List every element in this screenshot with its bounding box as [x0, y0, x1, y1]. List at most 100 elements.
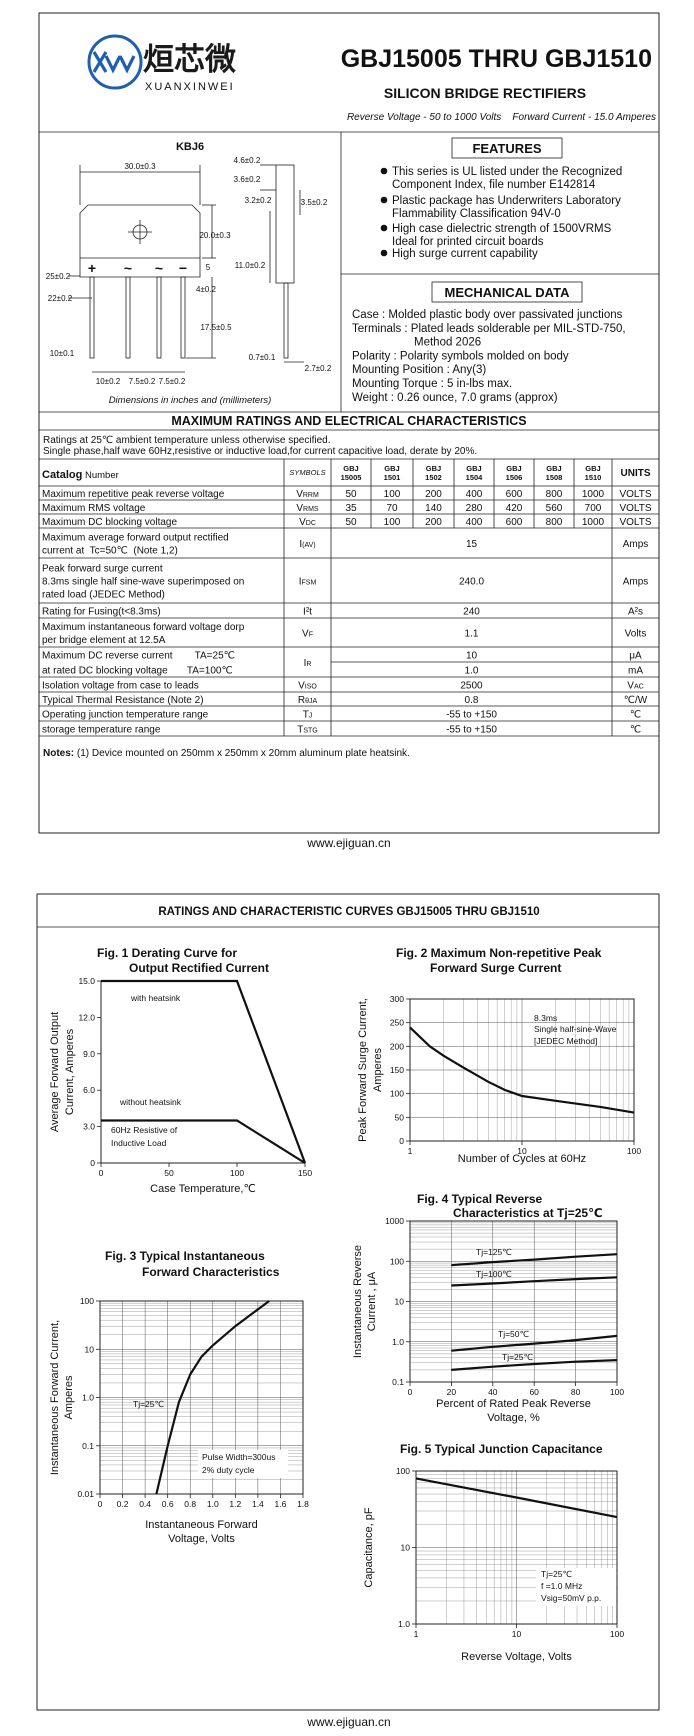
y-tick-label: 150 — [390, 1065, 404, 1075]
y-tick-label: 9.0 — [83, 1049, 95, 1059]
y-tick-label: 10 — [85, 1344, 95, 1354]
curve — [451, 1359, 618, 1371]
row-label: Typical Thermal Resistance (Note 2) — [42, 695, 204, 706]
dimension-label: 7.5±0.2 — [129, 377, 156, 386]
symbol-sub: RRM — [303, 492, 319, 499]
part-number: 1506 — [506, 473, 523, 482]
mechanical-text: Mounting Torque : 5 in-lbs max. — [352, 378, 512, 390]
row-label: current at Tc=50℃ (Note 1,2) — [42, 546, 178, 557]
y-tick-label: 0 — [399, 1136, 404, 1146]
unit: mA — [628, 666, 643, 677]
part-number: GBJ — [466, 464, 481, 473]
symbol: I²t — [303, 607, 312, 618]
annotation: Tj=25℃ — [541, 1569, 572, 1579]
x-tick-label: 0 — [98, 1499, 103, 1509]
row-label: 8.3ms single half sine-wave superimposed… — [42, 577, 244, 588]
brand-name: 烜芯微 — [143, 42, 236, 77]
x-tick-label: 60 — [529, 1387, 539, 1397]
cell-value: 400 — [466, 489, 483, 500]
part-number: 1508 — [546, 473, 563, 482]
x-tick-label: 1.4 — [252, 1499, 264, 1509]
notes-text: (1) Device mounted on 250mm x 250mm x 20… — [74, 748, 410, 759]
symbol: VRRM — [296, 489, 319, 500]
symbol-main: V — [298, 681, 305, 692]
x-tick-label: 20 — [447, 1387, 457, 1397]
symbol: VRMS — [296, 503, 319, 514]
unit-main: ℃ — [630, 710, 641, 721]
cell-value: 700 — [585, 503, 602, 514]
cell-value: 50 — [345, 517, 357, 528]
cell-value: 240.0 — [459, 577, 484, 588]
annotation-box — [198, 1450, 288, 1478]
mechanical-text: Polarity : Polarity symbols molded on bo… — [352, 350, 569, 362]
plot-frame — [409, 1220, 618, 1383]
terminal-mark: ~ — [124, 260, 132, 276]
figure-title: Forward Surge Current — [430, 961, 561, 975]
terminal-mark: − — [179, 260, 187, 276]
x-tick-label: 100 — [627, 1146, 641, 1156]
y-tick-label: 1.0 — [82, 1393, 94, 1403]
series-label: Tj=100℃ — [476, 1269, 512, 1279]
feature-text: High case dielectric strength of 1500VRM… — [392, 223, 612, 235]
mechanical-text: Mounting Position : Any(3) — [352, 364, 486, 376]
y-tick-label: 0.1 — [392, 1377, 404, 1387]
part-number: GBJ — [585, 464, 600, 473]
y-tick-label: 0.01 — [77, 1489, 94, 1499]
feature-text: Component Index, file number E142814 — [392, 179, 596, 191]
curves-title: RATINGS AND CHARACTERISTIC CURVES GBJ150… — [158, 906, 539, 918]
y-axis-label: Instantaneous Forward Current, — [49, 1320, 61, 1475]
x-axis-label: Number of Cycles at 60Hz — [458, 1153, 586, 1165]
symbol: TSTG — [297, 725, 318, 736]
symbol: VF — [302, 629, 313, 640]
symbol-main: I — [299, 539, 302, 550]
symbol-sub: J — [309, 713, 313, 720]
unit: VOLTS — [619, 517, 651, 528]
table-header: Number — [85, 470, 119, 481]
unit-main: A²s — [628, 607, 643, 618]
x-tick-label: 0 — [99, 1168, 104, 1178]
mechanical-text: Method 2026 — [414, 337, 481, 349]
symbol-main: R — [298, 695, 305, 706]
brand-latin: XUANXINWEI — [145, 81, 235, 93]
unit-main: VOLTS — [619, 503, 651, 514]
unit: ℃ — [630, 710, 641, 721]
dimension-label: 3.2±0.2 — [245, 196, 272, 205]
x-axis-label: Case Temperature,℃ — [150, 1183, 256, 1195]
series-label: Tj=125℃ — [476, 1247, 512, 1257]
feature-text: Ideal for printed circuit boards — [392, 236, 544, 248]
cell-value: -55 to +150 — [446, 725, 497, 736]
x-tick-label: 0.6 — [162, 1499, 174, 1509]
y-tick-label: 100 — [396, 1466, 410, 1476]
x-tick-label: 0.4 — [139, 1499, 151, 1509]
bullet — [380, 249, 388, 257]
x-axis-label: Instantaneous Forward — [145, 1519, 258, 1531]
annotation: 60Hz Resistive of — [111, 1125, 178, 1135]
curve — [101, 979, 307, 1164]
y-tick-label: 1.0 — [392, 1337, 404, 1347]
unit-main: Amps — [623, 539, 649, 550]
row-label: Maximum repetitive peak reverse voltage — [42, 489, 225, 500]
symbol: IFSM — [299, 577, 317, 588]
cell-value: 400 — [466, 517, 483, 528]
row-label: per bridge element at 12.5A — [42, 635, 166, 646]
terminal-mark: ~ — [155, 260, 163, 276]
symbol: RθJA — [298, 695, 318, 706]
section-title: MAXIMUM RATINGS AND ELECTRICAL CHARACTER… — [171, 414, 526, 428]
x-tick-label: 1 — [414, 1629, 419, 1639]
y-tick-label: 0 — [90, 1158, 95, 1168]
cell-value: 15 — [466, 539, 478, 550]
y-axis-label: Current, Amperes — [64, 1028, 76, 1115]
unit-main: μA — [629, 651, 642, 662]
bullet — [380, 167, 388, 175]
cell-value: 100 — [384, 517, 401, 528]
y-tick-label: 10 — [395, 1297, 405, 1307]
figure-title: Fig. 1 Derating Curve for — [97, 946, 237, 960]
x-tick-label: 10 — [512, 1629, 522, 1639]
x-tick-label: 100 — [610, 1387, 624, 1397]
package-caption: Dimensions in inches and (millimeters) — [109, 395, 272, 406]
dimension-label: 2.7±0.2 — [305, 364, 332, 373]
dimension-label: 3.5±0.2 — [301, 198, 328, 207]
part-number: 1502 — [425, 473, 442, 482]
dimension-label: 10±0.2 — [96, 377, 121, 386]
unit: Amps — [623, 577, 649, 588]
